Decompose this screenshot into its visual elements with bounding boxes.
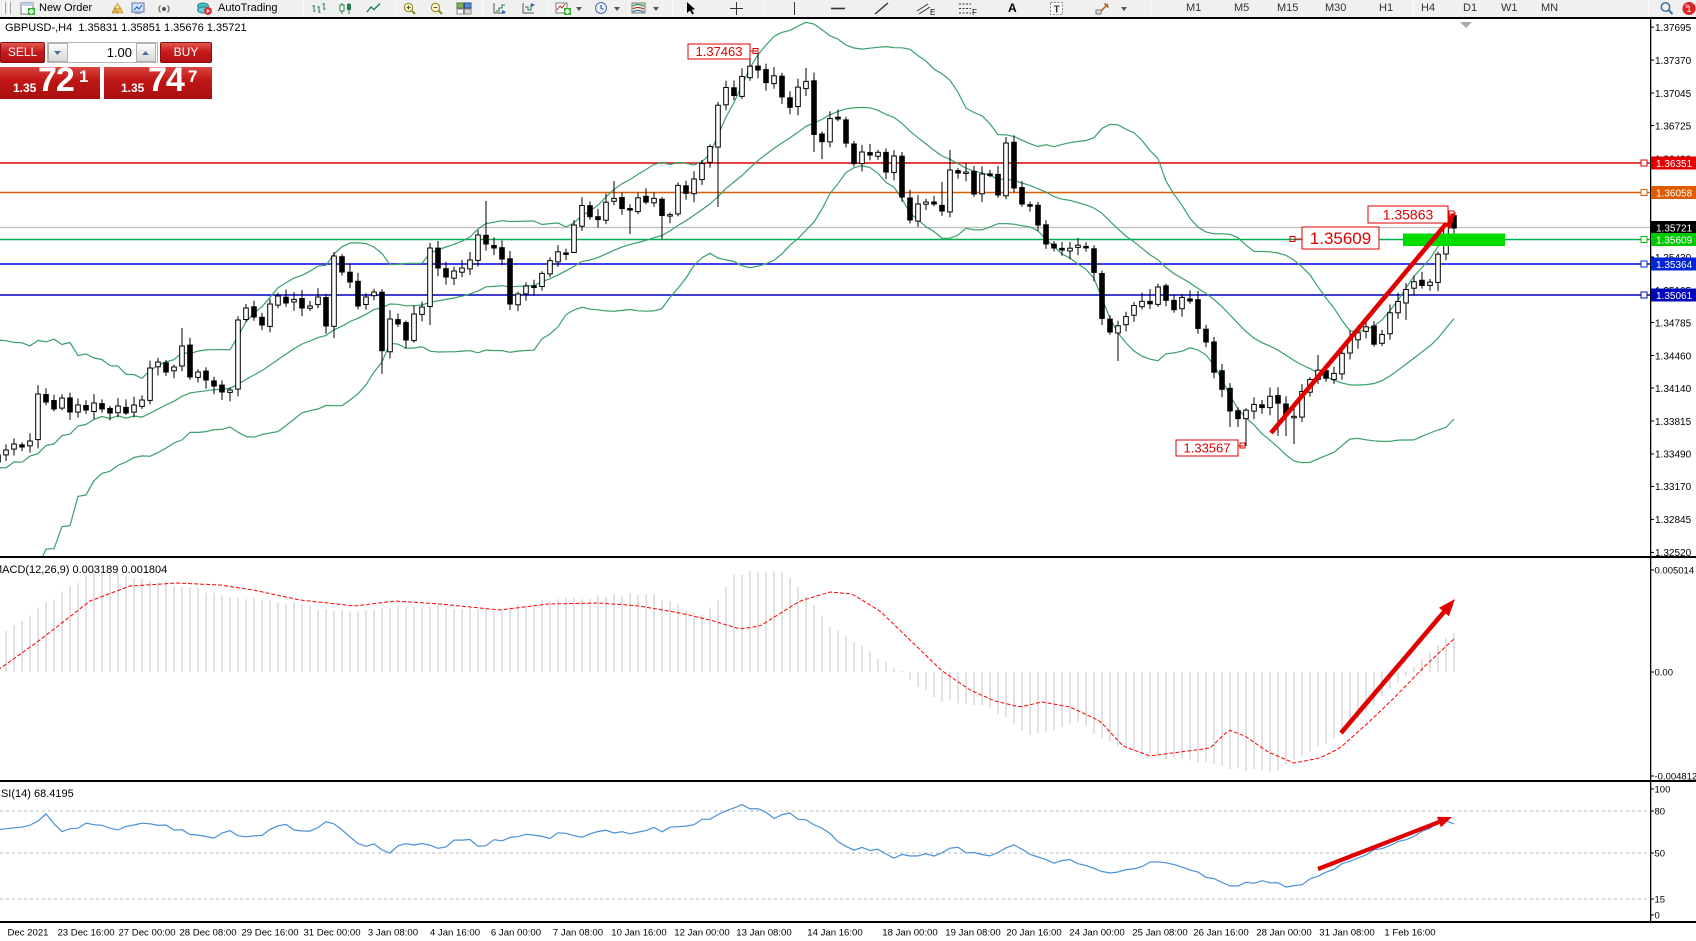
- svg-text:1.36058: 1.36058: [1656, 188, 1693, 199]
- svg-text:GBPUSD-,H4 1.35831 1.35851 1.: GBPUSD-,H4 1.35831 1.35851 1.35676 1.357…: [5, 22, 247, 34]
- svg-text:RSI(14) 68.4195: RSI(14) 68.4195: [0, 788, 74, 800]
- svg-text:F: F: [972, 8, 977, 16]
- svg-text:4 Jan 16:00: 4 Jan 16:00: [430, 928, 480, 939]
- svg-text:1.34785: 1.34785: [1655, 318, 1692, 329]
- svg-text:0: 0: [1655, 911, 1660, 922]
- svg-text:31 Dec 00:00: 31 Dec 00:00: [303, 928, 360, 939]
- svg-text:1.35061: 1.35061: [1656, 291, 1693, 302]
- svg-text:1.35863: 1.35863: [1383, 207, 1434, 223]
- svg-text:100: 100: [1655, 785, 1671, 796]
- svg-text:1.35609: 1.35609: [1310, 229, 1371, 248]
- svg-text:7 Jan 08:00: 7 Jan 08:00: [553, 928, 603, 939]
- svg-text:T: T: [1054, 5, 1060, 16]
- svg-text:29 Dec 16:00: 29 Dec 16:00: [241, 928, 298, 939]
- svg-text:1.32520: 1.32520: [1655, 548, 1692, 559]
- svg-text:-0.004812: -0.004812: [1655, 772, 1696, 783]
- svg-text:1.33490: 1.33490: [1655, 450, 1692, 461]
- svg-text:E: E: [930, 8, 935, 16]
- svg-text:10 Jan 16:00: 10 Jan 16:00: [611, 928, 666, 939]
- svg-text:1.37370: 1.37370: [1655, 56, 1692, 67]
- svg-text:28 Jan 00:00: 28 Jan 00:00: [1256, 928, 1311, 939]
- svg-text:24 Jan 00:00: 24 Jan 00:00: [1069, 928, 1124, 939]
- svg-text:1: 1: [1687, 4, 1692, 14]
- svg-text:1.37695: 1.37695: [1655, 23, 1692, 34]
- svg-text:1.36725: 1.36725: [1655, 121, 1692, 132]
- svg-text:1.33170: 1.33170: [1655, 482, 1692, 493]
- svg-text:1.32845: 1.32845: [1655, 515, 1692, 526]
- svg-text:15: 15: [1655, 895, 1666, 906]
- svg-text:6 Jan 00:00: 6 Jan 00:00: [491, 928, 541, 939]
- svg-text:19 Jan 08:00: 19 Jan 08:00: [945, 928, 1000, 939]
- svg-text:14 Jan 16:00: 14 Jan 16:00: [807, 928, 862, 939]
- svg-text:1.34140: 1.34140: [1655, 384, 1692, 395]
- svg-text:MACD(12,26,9) 0.003189 0.00180: MACD(12,26,9) 0.003189 0.001804: [0, 564, 167, 576]
- svg-text:50: 50: [1655, 849, 1666, 860]
- svg-text:1 Feb 16:00: 1 Feb 16:00: [1384, 928, 1435, 939]
- svg-text:1.34460: 1.34460: [1655, 351, 1692, 362]
- svg-text:28 Dec 08:00: 28 Dec 08:00: [179, 928, 236, 939]
- svg-text:80: 80: [1655, 807, 1666, 818]
- svg-text:26 Jan 16:00: 26 Jan 16:00: [1193, 928, 1248, 939]
- svg-text:1.35609: 1.35609: [1656, 235, 1693, 246]
- svg-text:3 Jan 08:00: 3 Jan 08:00: [368, 928, 418, 939]
- svg-text:31 Jan 08:00: 31 Jan 08:00: [1319, 928, 1374, 939]
- svg-text:1.35721: 1.35721: [1656, 223, 1693, 234]
- svg-text:27 Dec 00:00: 27 Dec 00:00: [118, 928, 175, 939]
- svg-text:1.35364: 1.35364: [1656, 260, 1693, 271]
- svg-text:0.00: 0.00: [1655, 668, 1674, 679]
- svg-text:1.36351: 1.36351: [1656, 159, 1693, 170]
- svg-text:1.37045: 1.37045: [1655, 89, 1692, 100]
- svg-text:12 Jan 00:00: 12 Jan 00:00: [674, 928, 729, 939]
- svg-text:1.33567: 1.33567: [1184, 441, 1231, 456]
- svg-text:Dec 2021: Dec 2021: [7, 928, 48, 939]
- svg-text:0.005014: 0.005014: [1655, 566, 1695, 577]
- svg-text:20 Jan 16:00: 20 Jan 16:00: [1006, 928, 1061, 939]
- svg-text:1.33815: 1.33815: [1655, 417, 1692, 428]
- svg-text:13 Jan 08:00: 13 Jan 08:00: [736, 928, 791, 939]
- svg-text:1.37463: 1.37463: [696, 44, 743, 59]
- svg-text:23 Dec 16:00: 23 Dec 16:00: [57, 928, 114, 939]
- svg-text:25 Jan 08:00: 25 Jan 08:00: [1132, 928, 1187, 939]
- svg-text:18 Jan 00:00: 18 Jan 00:00: [882, 928, 937, 939]
